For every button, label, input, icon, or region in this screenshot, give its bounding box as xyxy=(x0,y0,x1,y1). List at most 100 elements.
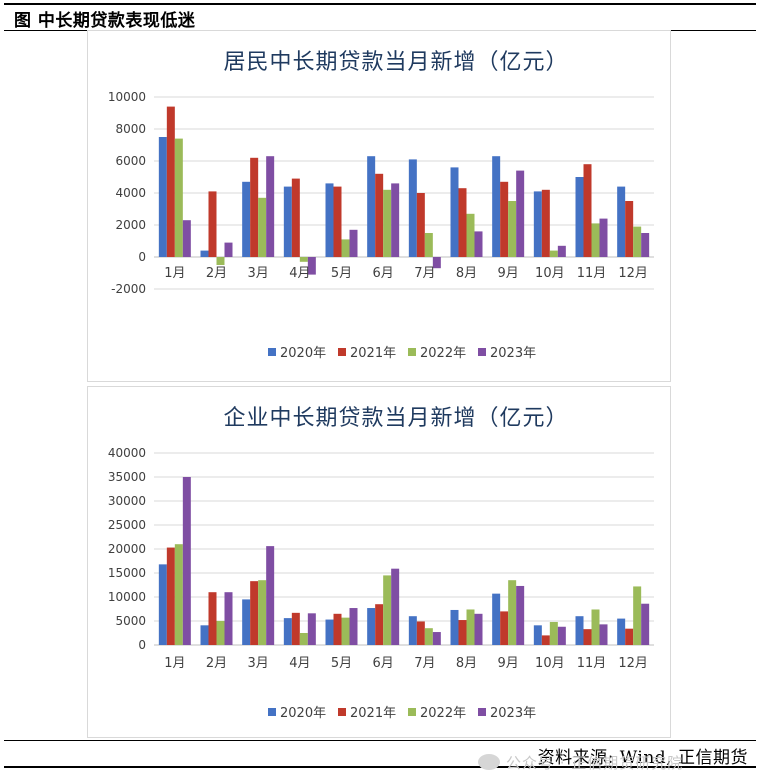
bar xyxy=(375,604,384,645)
bar xyxy=(625,201,634,257)
bar xyxy=(408,159,417,257)
bar xyxy=(575,616,584,645)
bar xyxy=(516,170,525,257)
enterprise-loan-chart: 企业中长期贷款当月新增（亿元） 0 5000 10000 15000 20000 25000… xyxy=(108,406,654,721)
bar xyxy=(557,626,566,645)
bar xyxy=(250,581,259,645)
bar xyxy=(633,226,642,257)
x-tick-label: 2月 xyxy=(206,656,227,671)
bar xyxy=(500,611,509,645)
x-tick-label: 11月 xyxy=(577,656,607,671)
bar xyxy=(291,612,300,645)
source-note: 资料来源: Wind, 正信期货 xyxy=(537,748,748,768)
legend-swatch xyxy=(268,348,276,356)
bar xyxy=(208,191,217,257)
x-tick-label: 10月 xyxy=(535,266,565,281)
legend-swatch xyxy=(478,708,486,716)
y-tick-label: 10000 xyxy=(108,590,146,604)
bar xyxy=(508,201,517,257)
bar xyxy=(341,239,350,257)
bar xyxy=(250,157,259,257)
legend-swatch xyxy=(268,708,276,716)
y-tick-label: 20000 xyxy=(108,542,146,556)
bar xyxy=(325,183,334,257)
x-tick-label: 1月 xyxy=(164,656,185,671)
y-tick-label: 6000 xyxy=(115,154,146,168)
bar xyxy=(182,220,191,257)
y-tick-label: -2000 xyxy=(111,282,146,296)
legend-label: 2022年 xyxy=(420,706,466,721)
bar xyxy=(182,477,191,645)
bar xyxy=(224,592,233,645)
bar xyxy=(158,137,167,257)
bar xyxy=(424,628,433,645)
bar xyxy=(458,620,467,645)
source-divider xyxy=(4,740,756,741)
bar xyxy=(416,621,425,645)
bar xyxy=(541,635,550,645)
legend-label: 2023年 xyxy=(490,346,536,361)
figure-header: 图 中长期贷款表现低迷 xyxy=(4,3,756,31)
bar xyxy=(633,586,642,645)
bar xyxy=(224,242,233,257)
x-tick-label: 6月 xyxy=(373,266,394,281)
bar xyxy=(367,156,376,257)
legend-label: 2021年 xyxy=(350,706,396,721)
wechat-icon xyxy=(478,754,500,770)
bar xyxy=(258,580,267,645)
bar xyxy=(424,233,433,257)
bar xyxy=(591,223,600,257)
x-tick-label: 3月 xyxy=(248,656,269,671)
legend-swatch xyxy=(478,348,486,356)
household-loan-chart: 居民中长期贷款当月新增（亿元） -2000 0 2000 4000 6000 8000 100… xyxy=(108,50,654,361)
y-tick-label: 0 xyxy=(138,638,146,652)
legend-swatch xyxy=(408,348,416,356)
bar xyxy=(549,621,558,645)
y-tick-label: 8000 xyxy=(115,122,146,136)
bar xyxy=(450,609,459,645)
bar xyxy=(174,544,183,645)
bar xyxy=(599,624,608,645)
bar xyxy=(242,599,251,645)
x-tick-label: 4月 xyxy=(289,266,310,281)
y-tick-label: 25000 xyxy=(108,518,146,532)
bar xyxy=(450,167,459,257)
bar xyxy=(583,629,592,645)
bar xyxy=(333,613,342,645)
watermark-text: 公众号 · 正信期货研究院 xyxy=(506,754,684,772)
bar xyxy=(432,257,441,269)
bar xyxy=(474,231,483,257)
watermark: 公众号 · 正信期货研究院 xyxy=(478,752,683,773)
legend-label: 2022年 xyxy=(420,346,466,361)
x-tick-label: 11月 xyxy=(577,266,607,281)
y-tick-label: 30000 xyxy=(108,494,146,508)
bar xyxy=(432,632,441,645)
bar xyxy=(158,564,167,645)
bar xyxy=(383,575,392,645)
x-tick-label: 9月 xyxy=(498,266,519,281)
bar xyxy=(242,181,251,257)
y-tick-label: 35000 xyxy=(108,470,146,484)
bar xyxy=(575,177,584,257)
bar xyxy=(375,173,384,257)
x-tick-label: 8月 xyxy=(456,266,477,281)
y-tick-label: 0 xyxy=(138,250,146,264)
legend-swatch xyxy=(338,708,346,716)
y-tick-label: 40000 xyxy=(108,446,146,460)
y-tick-label: 10000 xyxy=(108,90,146,104)
bar xyxy=(541,189,550,257)
bar xyxy=(641,603,650,645)
x-tick-label: 1月 xyxy=(164,266,185,281)
legend-swatch xyxy=(338,348,346,356)
bar xyxy=(174,138,183,257)
bar xyxy=(492,593,501,645)
x-tick-label: 3月 xyxy=(248,266,269,281)
bar xyxy=(549,250,558,257)
bar xyxy=(341,617,350,645)
bar xyxy=(466,213,475,257)
chart-title: 企业中长期贷款当月新增（亿元） xyxy=(223,406,568,431)
x-tick-label: 8月 xyxy=(456,656,477,671)
bar xyxy=(617,186,626,257)
bar xyxy=(349,608,358,645)
figure-frame xyxy=(4,3,756,768)
